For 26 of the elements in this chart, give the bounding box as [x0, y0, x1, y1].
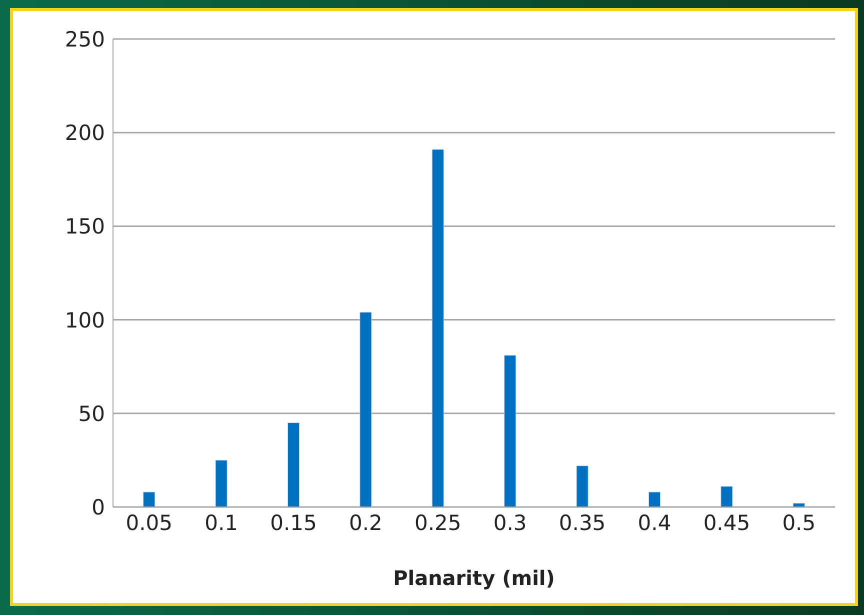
bar	[215, 460, 228, 507]
x-axis-title: Planarity (mil)	[393, 566, 555, 590]
x-tick-label: 0.1	[204, 510, 238, 535]
x-tick-label: 0.2	[348, 510, 382, 535]
x-tick-label: 0.4	[638, 510, 672, 535]
y-tick-label: 200	[64, 121, 105, 146]
bar	[648, 492, 661, 507]
x-tick-label: 0.05	[126, 510, 172, 535]
bar	[576, 466, 588, 507]
bar	[143, 492, 156, 507]
bar	[720, 486, 733, 507]
y-tick-label: 50	[78, 402, 105, 426]
y-tick-label: 100	[64, 308, 105, 332]
bar	[504, 355, 516, 507]
x-tick-label: 0.3	[493, 510, 527, 535]
bar	[360, 312, 372, 507]
x-tick-label: 0.35	[558, 510, 606, 535]
x-tick-label: 0.15	[270, 510, 317, 535]
y-tick-label: 150	[64, 214, 105, 239]
x-tick-label: 0.25	[414, 510, 462, 535]
bar	[287, 422, 300, 507]
x-tick-label: 0.5	[782, 510, 816, 535]
y-tick-label: 0	[92, 495, 105, 520]
x-tick-label: 0.45	[703, 510, 750, 535]
bar	[432, 149, 444, 507]
y-tick-label: 250	[64, 27, 105, 52]
